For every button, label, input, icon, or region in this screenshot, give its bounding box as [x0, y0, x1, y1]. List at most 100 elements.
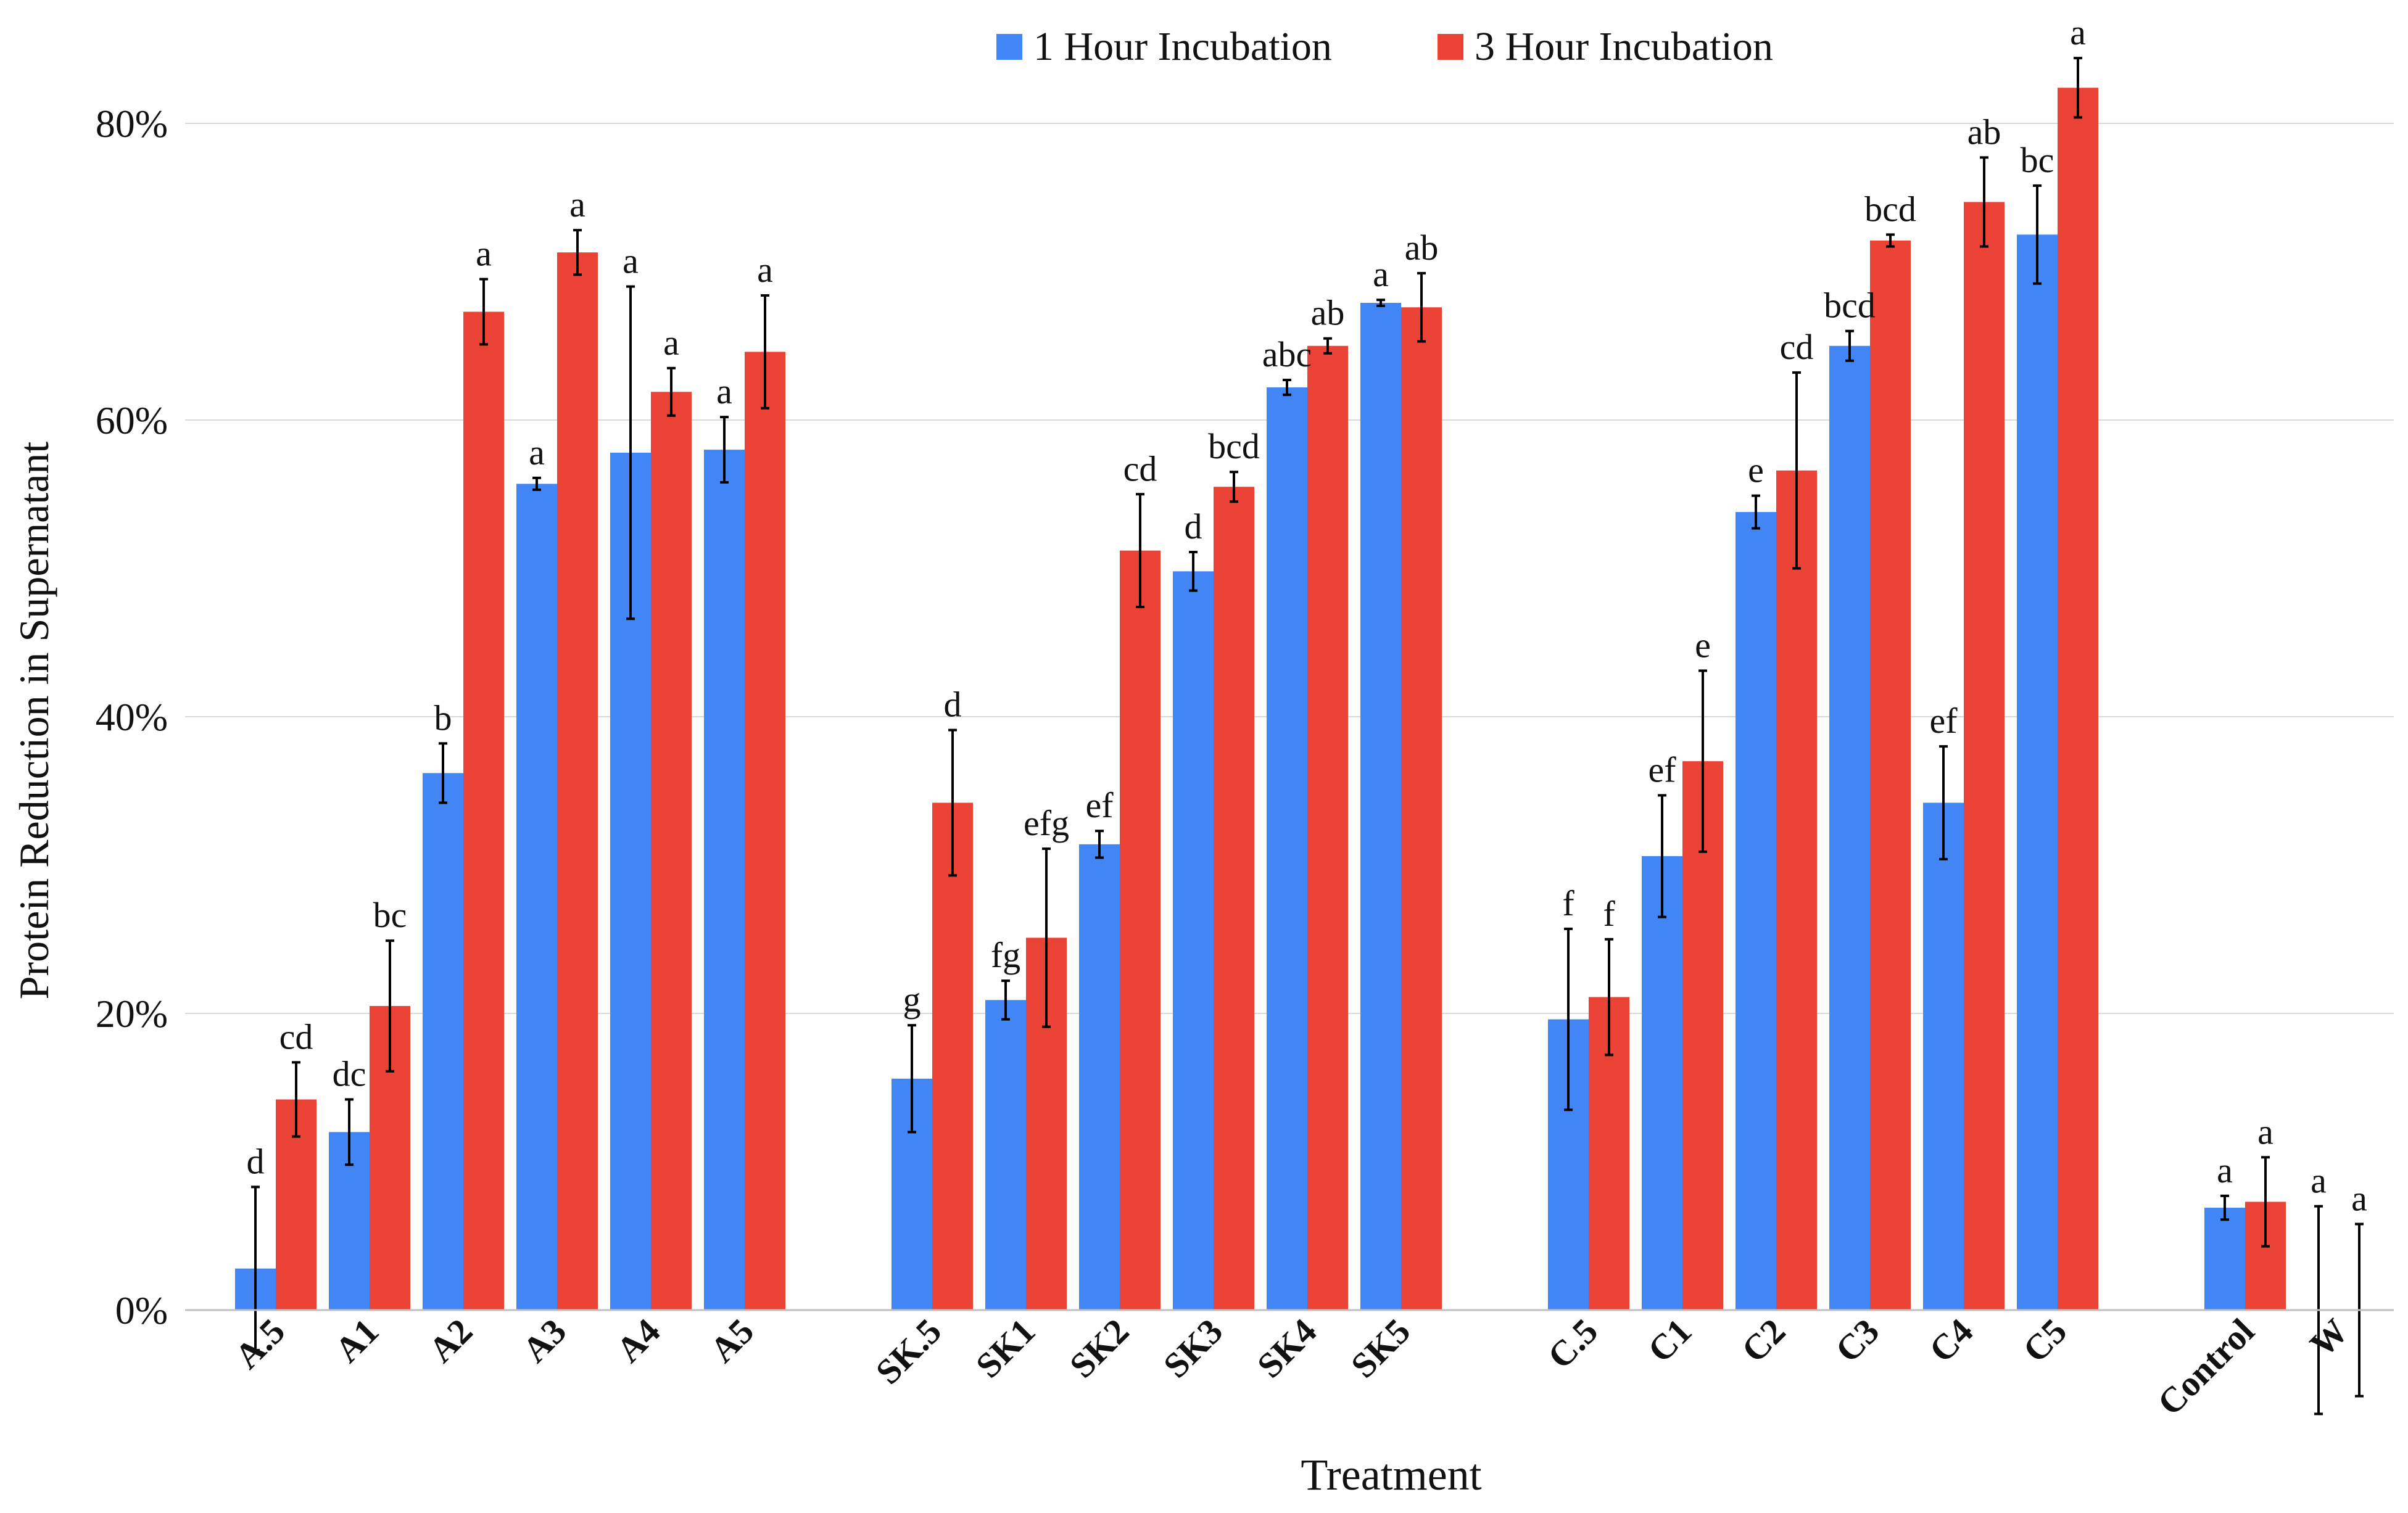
x-tick-labels: A.5 A1 A2 A3 A4 A5 SK.5 SK1 SK2 SK3 SK4 SK5 C.5 C1 C2 C… — [227, 1311, 2356, 1423]
error-bars — [251, 57, 2364, 1416]
bar — [1642, 856, 1682, 1310]
significance-label: ab — [1405, 228, 1439, 268]
significance-label: bcd — [1864, 189, 1916, 229]
bar — [1307, 345, 1348, 1310]
significance-label: efg — [1024, 803, 1069, 843]
significance-label: bcd — [1824, 286, 1876, 326]
legend-swatch-3h — [1438, 34, 1463, 60]
bar — [516, 484, 557, 1310]
x-tick-label: W — [2302, 1311, 2356, 1364]
x-tick-label: SK.5 — [868, 1311, 949, 1391]
y-axis-label: Protein Reduction in Supernatant — [10, 442, 57, 1000]
significance-label: b — [434, 698, 452, 738]
significance-label: e — [1748, 450, 1764, 490]
significance-label: d — [1185, 506, 1202, 546]
x-tick-label: Control — [2149, 1311, 2262, 1423]
bar — [932, 802, 973, 1310]
y-tick-label: 40% — [96, 695, 168, 739]
significance-label: ef — [1929, 701, 1958, 741]
significance-label: a — [2311, 1161, 2327, 1201]
bar — [2058, 88, 2098, 1310]
x-tick-label: A.5 — [227, 1311, 292, 1376]
significance-label: cd — [1123, 448, 1157, 489]
significance-label: abc — [1262, 334, 1312, 374]
legend: 1 Hour Incubation 3 Hour Incubation — [996, 24, 1773, 69]
significance-label: bcd — [1208, 426, 1260, 466]
legend-label-1h: 1 Hour Incubation — [1033, 24, 1332, 69]
significance-label: ab — [1967, 112, 2001, 152]
x-tick-label: SK3 — [1156, 1311, 1230, 1385]
x-axis-label: Treatment — [1301, 1450, 1481, 1499]
bar — [1214, 487, 1254, 1310]
x-tick-label: C1 — [1640, 1311, 1699, 1370]
bar — [2204, 1208, 2245, 1310]
bar — [1401, 307, 1442, 1311]
bar — [1360, 303, 1401, 1310]
significance-label: a — [2257, 1111, 2274, 1152]
bar — [1079, 844, 1120, 1310]
bar — [985, 1000, 1026, 1310]
x-tick-label: C3 — [1827, 1311, 1887, 1370]
x-tick-label: A1 — [327, 1311, 386, 1370]
significance-label: e — [1695, 625, 1711, 665]
significance-label: ab — [1311, 293, 1345, 333]
legend-label-3h: 3 Hour Incubation — [1475, 24, 1773, 69]
legend-swatch-1h — [996, 34, 1022, 60]
significance-label: d — [247, 1141, 265, 1181]
bar — [1776, 470, 1817, 1310]
bar — [1829, 345, 1870, 1310]
significance-label: f — [1562, 883, 1574, 923]
significance-label: d — [944, 685, 962, 725]
x-tick-label: C4 — [1921, 1311, 1980, 1370]
bar — [1173, 571, 1214, 1310]
bar — [2017, 234, 2058, 1310]
bar — [423, 773, 463, 1310]
x-tick-label: SK1 — [968, 1311, 1043, 1385]
significance-label: a — [663, 323, 679, 363]
x-tick-label: A3 — [515, 1311, 574, 1370]
significance-label: bc — [373, 895, 407, 935]
significance-label: a — [757, 250, 773, 290]
y-tick-label: 20% — [96, 992, 168, 1036]
significance-label: fg — [991, 935, 1020, 975]
significance-label: a — [2217, 1150, 2233, 1190]
bar — [704, 450, 745, 1310]
x-tick-label: C.5 — [1540, 1311, 1605, 1376]
significance-label: dc — [333, 1053, 366, 1094]
bar — [463, 311, 504, 1310]
x-tick-label: A4 — [608, 1311, 668, 1370]
y-tick-label: 0% — [115, 1288, 168, 1332]
bar — [1964, 202, 2005, 1311]
significance-label: a — [1373, 254, 1389, 294]
bars — [235, 88, 2286, 1311]
bar — [745, 352, 785, 1310]
y-tick-label: 80% — [96, 102, 168, 146]
x-tick-label: SK5 — [1343, 1311, 1418, 1385]
bar — [1870, 240, 1911, 1310]
significance-label: a — [716, 371, 732, 411]
bar — [651, 392, 692, 1311]
y-tick-labels: 0% 20% 40% 60% 80% — [96, 102, 168, 1332]
bar — [557, 252, 598, 1310]
x-tick-label: A5 — [702, 1311, 761, 1370]
y-tick-label: 60% — [96, 398, 168, 442]
significance-label: cd — [1780, 327, 1814, 367]
significance-label: a — [569, 184, 585, 225]
x-tick-label: C5 — [2015, 1311, 2074, 1370]
x-tick-label: C2 — [1734, 1311, 1793, 1370]
bar — [1736, 512, 1776, 1310]
x-tick-label: SK2 — [1062, 1311, 1136, 1385]
significance-label: ef — [1085, 785, 1114, 825]
bar — [1120, 550, 1161, 1310]
significance-label: cd — [279, 1016, 313, 1057]
significance-label: a — [2351, 1179, 2367, 1219]
significance-label: bc — [2021, 140, 2054, 180]
significance-label: a — [623, 241, 639, 281]
bar — [1923, 802, 1964, 1310]
significance-label: a — [476, 234, 492, 274]
significance-label: a — [529, 432, 545, 472]
x-tick-label: A2 — [421, 1311, 480, 1370]
significance-label: f — [1603, 894, 1615, 934]
